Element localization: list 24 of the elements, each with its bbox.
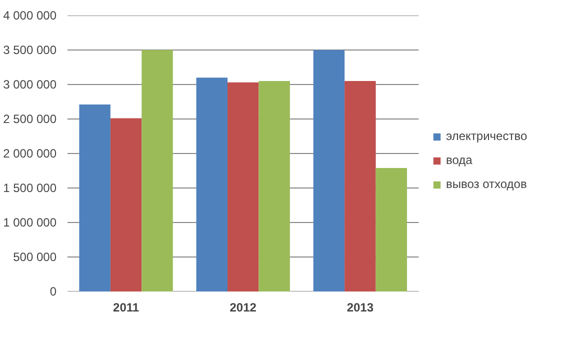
bar <box>196 78 228 292</box>
y-tick-label: 500 000 <box>13 250 57 264</box>
y-tick-label: 3 000 000 <box>3 78 57 92</box>
x-tick-label: 2012 <box>230 300 257 314</box>
legend-label: электричество <box>446 129 528 143</box>
bar <box>258 81 290 292</box>
x-tick-label: 2011 <box>113 300 140 314</box>
y-tick-label: 2 000 000 <box>3 146 57 160</box>
bar <box>142 50 173 292</box>
y-tick-label: 4 000 000 <box>3 8 57 22</box>
legend-label: вывоз отходов <box>446 177 527 191</box>
bar <box>313 50 345 292</box>
bar <box>79 104 110 292</box>
bar <box>110 118 142 292</box>
bar <box>344 81 376 292</box>
x-tick-label: 2013 <box>346 300 374 314</box>
bar <box>376 168 408 292</box>
y-tick-label: 1 000 000 <box>3 216 57 230</box>
y-tick-label: 1 500 000 <box>3 181 57 195</box>
y-tick-label: 3 500 000 <box>3 43 57 57</box>
y-tick-label: 2 500 000 <box>3 112 57 126</box>
bar <box>228 82 259 292</box>
y-tick-label: 0 <box>50 284 57 298</box>
legend-label: вода <box>446 153 472 167</box>
